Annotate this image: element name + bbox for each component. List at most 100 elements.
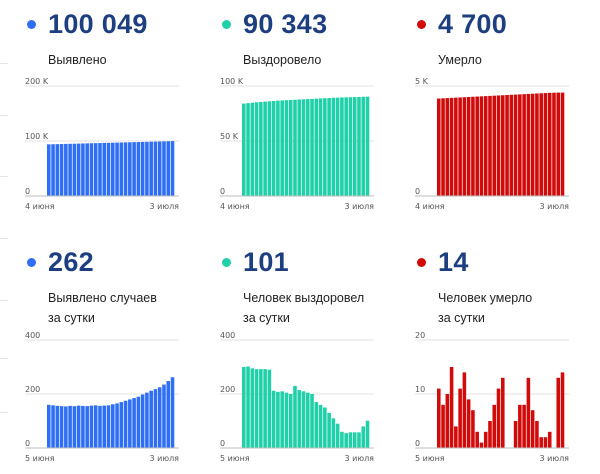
bar — [271, 390, 276, 448]
bar — [479, 96, 484, 196]
bar — [437, 388, 441, 448]
bar — [250, 368, 255, 448]
bar — [471, 96, 475, 196]
bar — [344, 433, 348, 448]
bar — [361, 96, 366, 196]
bar — [59, 144, 64, 196]
bar — [149, 390, 153, 448]
bar — [458, 388, 462, 448]
headline-value: 4 700 — [438, 8, 508, 39]
bar — [93, 405, 98, 448]
bar — [501, 95, 505, 196]
bar — [263, 369, 267, 448]
y-tick-label: 0 — [220, 187, 225, 196]
bar — [293, 99, 297, 196]
bar — [246, 366, 250, 448]
edge-rule — [0, 238, 8, 239]
bar — [115, 403, 119, 448]
edge-rule — [0, 358, 8, 359]
y-tick-label: 400 — [25, 331, 40, 340]
bar — [242, 103, 246, 196]
bar — [492, 404, 497, 448]
bar — [488, 95, 492, 196]
bar — [162, 141, 166, 196]
bar — [475, 96, 479, 196]
bar — [246, 103, 250, 196]
bar — [445, 394, 450, 448]
bar — [539, 93, 543, 196]
bar — [132, 398, 136, 448]
edge-rule — [0, 115, 8, 116]
bar — [267, 369, 272, 448]
bar — [543, 437, 548, 448]
headline: 262 — [27, 242, 94, 282]
legend-dot-icon — [417, 257, 426, 267]
bar — [306, 99, 310, 196]
bar — [458, 97, 462, 196]
bar — [119, 142, 124, 196]
legend-dot-icon — [417, 19, 426, 29]
y-tick-label: 100 K — [25, 132, 49, 141]
bar — [284, 392, 289, 448]
bar — [547, 431, 552, 448]
bar — [145, 141, 149, 196]
bar — [106, 142, 111, 196]
bar — [492, 95, 497, 196]
bar — [85, 406, 89, 448]
bar — [98, 405, 102, 448]
legend-dot-icon — [27, 19, 36, 29]
bar — [327, 412, 331, 448]
bar — [522, 404, 526, 448]
x-tick-label: 4 июня — [220, 202, 250, 211]
caption: Человек умерло за сутки — [438, 288, 532, 328]
bar — [335, 97, 340, 196]
bar — [162, 384, 166, 448]
bar — [157, 387, 162, 448]
bar — [483, 431, 488, 448]
bar — [475, 431, 479, 448]
y-tick-label: 0 — [25, 187, 30, 196]
bar — [128, 142, 132, 196]
headline: 101 — [222, 242, 289, 282]
bar — [106, 405, 111, 448]
y-tick-label: 100 K — [220, 77, 244, 86]
x-tick-label: 3 июля — [345, 202, 375, 211]
bar — [437, 98, 441, 196]
bar-chart: 0 200 400 5 июня 3 июля — [25, 331, 179, 463]
caption: Умерло — [438, 50, 482, 70]
y-tick-label: 0 — [25, 439, 30, 448]
caption-line: Умерло — [438, 53, 482, 67]
bar — [98, 143, 102, 196]
x-tick-label: 5 июня — [25, 454, 55, 463]
bar — [85, 143, 89, 196]
bar — [297, 389, 302, 448]
bar — [471, 410, 475, 448]
bar — [55, 144, 60, 196]
bar — [509, 94, 514, 196]
bar — [259, 101, 263, 196]
bar — [297, 99, 302, 196]
bar — [314, 98, 319, 196]
bar — [318, 404, 323, 448]
stat-panel: 101 Человек выздоровел за сутки 0 200 400 5 ию… — [220, 242, 410, 474]
y-tick-label: 0 — [415, 439, 420, 448]
bar — [51, 144, 55, 196]
headline-value: 262 — [48, 246, 94, 277]
bar — [132, 142, 136, 196]
bar — [560, 92, 565, 196]
bar — [123, 400, 128, 448]
bar — [318, 98, 323, 196]
caption-line: Выздоровело — [243, 53, 322, 67]
bar — [153, 389, 158, 448]
caption-line: Выявлено — [48, 53, 107, 67]
caption-line: за сутки — [48, 311, 95, 325]
y-tick-label: 400 — [220, 331, 235, 340]
bar — [357, 432, 361, 448]
bar — [357, 97, 361, 196]
legend-dot-icon — [27, 257, 36, 267]
bar — [560, 372, 565, 448]
x-tick-label: 3 июля — [345, 454, 375, 463]
bar — [340, 97, 344, 196]
stat-panel: 90 343 Выздоровело 0 50 K 100 K 4 июня 3 июля — [220, 4, 410, 236]
y-tick-label: 0 — [415, 187, 420, 196]
